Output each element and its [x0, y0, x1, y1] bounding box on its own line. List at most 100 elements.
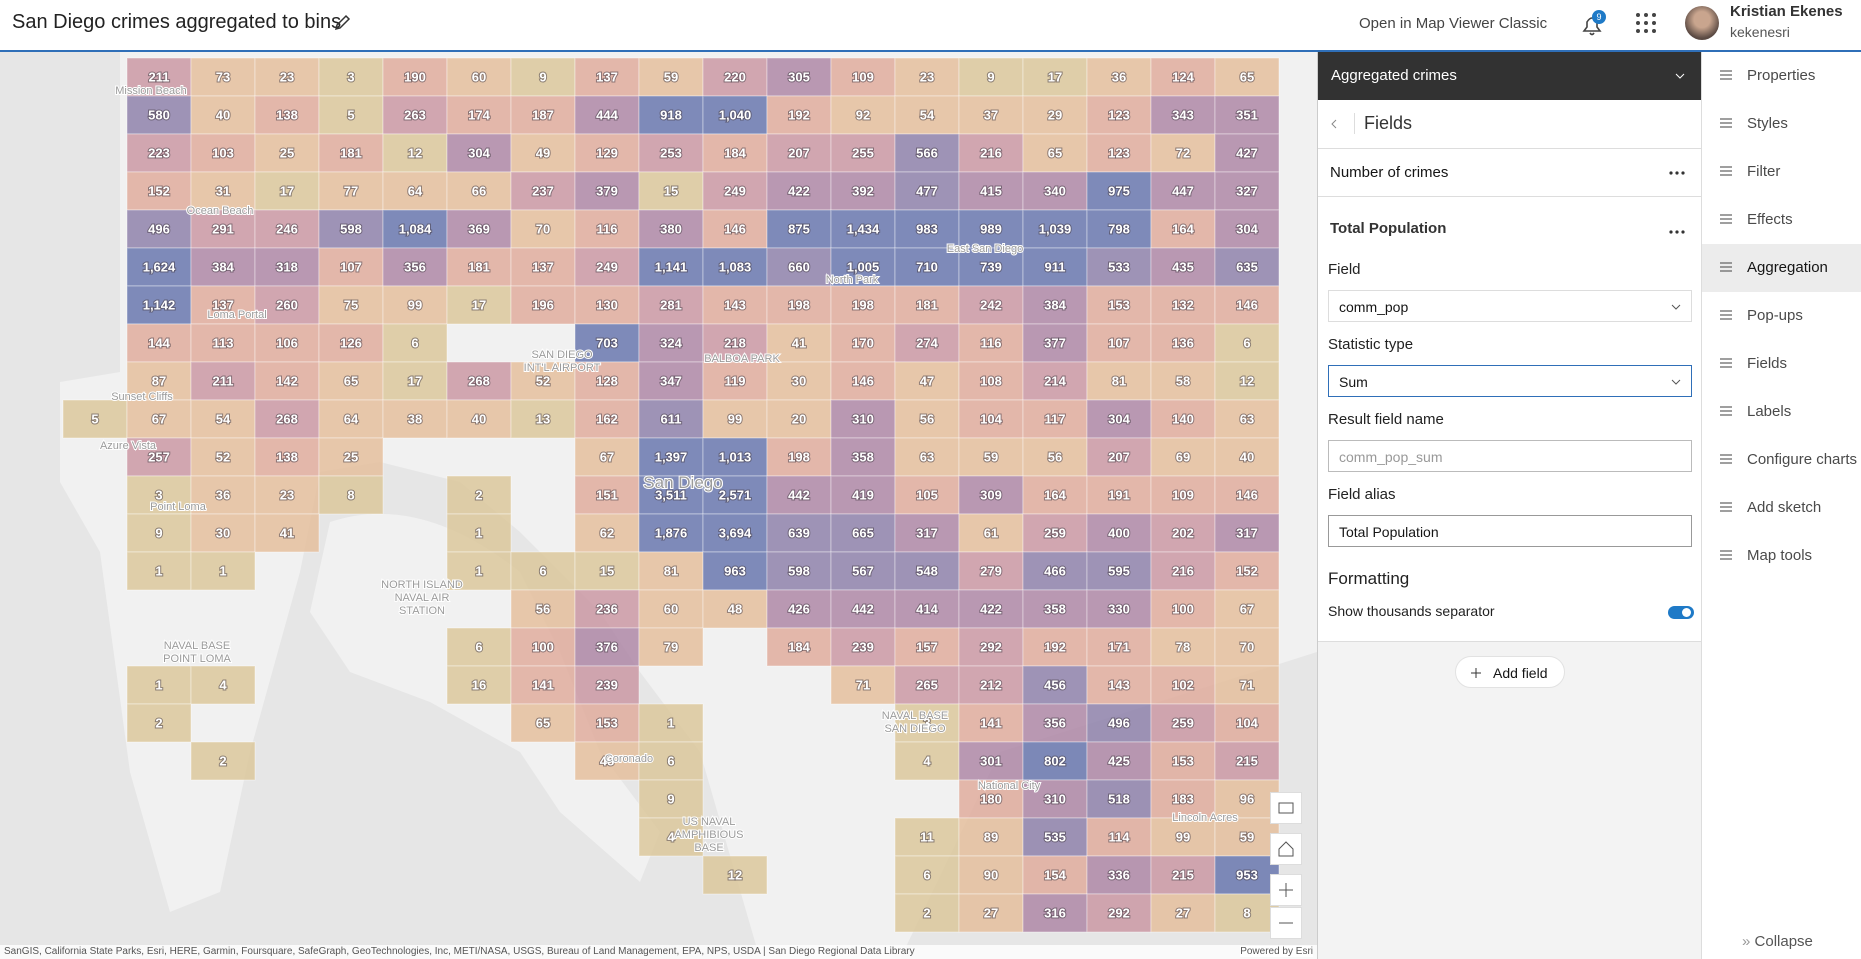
bin	[638, 475, 704, 515]
sidebar-item-text: Configure charts	[1747, 451, 1858, 468]
back-button[interactable]	[1328, 118, 1340, 130]
bin-label: 181	[340, 146, 362, 161]
bin-label: 6	[475, 640, 482, 655]
bin-label: 12	[728, 868, 742, 883]
place-label: NORTH ISLAND NAVAL AIR STATION	[381, 579, 463, 617]
bin	[1022, 95, 1088, 135]
sidebar-item[interactable]: Styles	[1702, 100, 1861, 148]
bin-label: 327	[1236, 184, 1258, 199]
field-row[interactable]: Number of crimes	[1318, 149, 1701, 197]
bin-label: 218	[724, 336, 746, 351]
place-label: SAN DIEGO INT'L AIRPORT	[524, 349, 601, 374]
user-name: Kristian Ekenes	[1730, 3, 1843, 20]
bin-label: 798	[1108, 222, 1130, 237]
sidebar-item[interactable]: Configure charts	[1702, 436, 1861, 484]
user-avatar[interactable]	[1685, 6, 1719, 40]
bin-label: 59	[664, 70, 678, 85]
bin-label: 108	[980, 374, 1002, 389]
separator-toggle[interactable]	[1668, 606, 1694, 619]
bin-label: 292	[980, 640, 1002, 655]
bin	[1214, 703, 1280, 743]
field-select[interactable]: comm_pop	[1328, 290, 1692, 322]
sidebar-item[interactable]: Map tools	[1702, 532, 1861, 580]
bin-label: 918	[660, 108, 682, 123]
bin-label: 207	[1108, 450, 1130, 465]
home-button[interactable]	[1270, 833, 1302, 865]
sidebar-item[interactable]: Labels	[1702, 388, 1861, 436]
bin	[702, 209, 768, 249]
bin-label: 137	[212, 298, 234, 313]
bin-label: 170	[852, 336, 874, 351]
layer-header[interactable]: Aggregated crimes	[1318, 52, 1701, 100]
bin-label: 104	[980, 412, 1002, 427]
bin-label: 17	[408, 374, 422, 389]
bin-label: 2	[219, 754, 226, 769]
field-menu[interactable]	[1668, 228, 1686, 236]
open-classic-link[interactable]: Open in Map Viewer Classic	[1359, 15, 1548, 32]
bin	[1150, 779, 1216, 819]
place-label-line: INT'L AIRPORT	[524, 362, 601, 374]
bin-label: 703	[596, 336, 618, 351]
bin-label: 212	[980, 678, 1002, 693]
bin-label: 17	[280, 184, 294, 199]
bin	[1086, 247, 1152, 287]
bin-label: 1	[475, 564, 482, 579]
bin-label: 61	[984, 526, 998, 541]
bin	[1214, 627, 1280, 667]
bin-label: 422	[980, 602, 1002, 617]
field-menu[interactable]	[1668, 169, 1686, 177]
bin-label: 1	[155, 678, 162, 693]
collapse-button[interactable]: » Collapse	[1742, 933, 1813, 950]
map-view[interactable]: 211 73 23 3 190 60 9 137 59 220 305 109 23 9 17 36 124 65…	[0, 52, 1317, 959]
bin-label: 171	[1108, 640, 1130, 655]
bin-label: 184	[788, 640, 810, 655]
sidebar-item[interactable]: Properties	[1702, 52, 1861, 100]
sidebar-item[interactable]: Fields	[1702, 340, 1861, 388]
bin	[830, 95, 896, 135]
bin-label: 304	[1108, 412, 1130, 427]
apps-icon[interactable]	[1635, 12, 1657, 34]
bin	[702, 95, 768, 135]
bin	[766, 323, 832, 363]
alias-input[interactable]: Total Population	[1328, 515, 1692, 547]
sidebar-item[interactable]: Effects	[1702, 196, 1861, 244]
bin-label: 1,141	[655, 260, 688, 275]
bin	[510, 399, 576, 439]
bin-label: 31	[216, 184, 230, 199]
bin-label: 6	[411, 336, 418, 351]
bin	[1086, 133, 1152, 173]
bin-label: 99	[728, 412, 742, 427]
sidebar-item-text: Styles	[1747, 115, 1788, 132]
zoom-out-button[interactable]	[1270, 907, 1302, 939]
bin-label: 54	[920, 108, 935, 123]
bin-label: 154	[1044, 868, 1066, 883]
bin-label: 316	[1044, 906, 1066, 921]
sidebar-item[interactable]: Pop-ups	[1702, 292, 1861, 340]
bin-label: 78	[1176, 640, 1190, 655]
bin-label: 456	[1044, 678, 1066, 693]
bin-label: 12	[1240, 374, 1254, 389]
zoom-in-button[interactable]	[1270, 874, 1302, 906]
place-label: San Diego	[643, 473, 722, 492]
bin-label: 192	[1044, 640, 1066, 655]
edit-title-icon[interactable]	[333, 14, 351, 32]
bin	[126, 361, 192, 401]
bin	[382, 209, 448, 249]
bin-label: 162	[596, 412, 618, 427]
sidebar-item[interactable]: Add sketch	[1702, 484, 1861, 532]
bin-label: 58	[1176, 374, 1190, 389]
place-label: BALBOA PARK	[704, 353, 780, 365]
bin-label: 146	[852, 374, 874, 389]
bin	[126, 703, 192, 743]
attribution: SanGIS, California State Parks, Esri, HE…	[4, 946, 915, 957]
sidebar-item[interactable]: Filter	[1702, 148, 1861, 196]
add-field-button[interactable]: Add field	[1455, 656, 1565, 688]
result-input[interactable]: comm_pop_sum	[1328, 440, 1692, 472]
statistic-select[interactable]: Sum	[1328, 365, 1692, 397]
bin	[830, 209, 896, 249]
fullscreen-button[interactable]	[1270, 792, 1302, 824]
sidebar-item[interactable]: Aggregation	[1702, 244, 1861, 292]
bin	[1214, 779, 1280, 819]
bin-label: 69	[1176, 450, 1190, 465]
place-label-line: North Park	[826, 274, 879, 286]
